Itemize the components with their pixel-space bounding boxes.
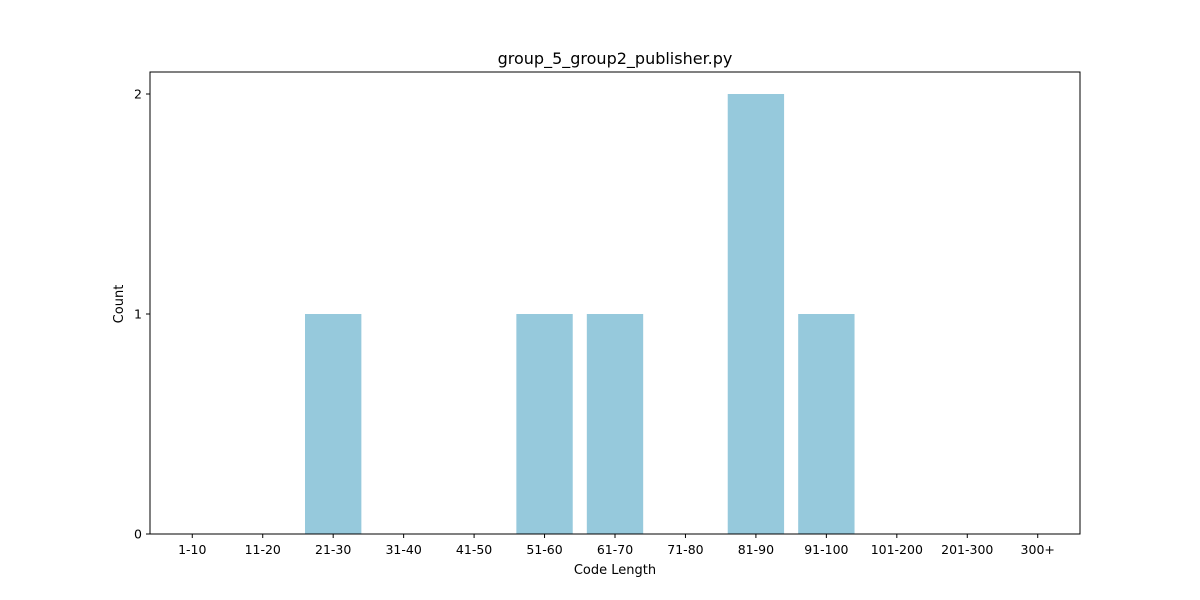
y-axis-label: Count xyxy=(112,285,127,324)
bar-91-100 xyxy=(798,314,855,534)
x-tick-label-31-40: 31-40 xyxy=(385,542,421,557)
x-tick-label-91-100: 91-100 xyxy=(804,542,848,557)
x-tick-label-11-20: 11-20 xyxy=(245,542,281,557)
x-tick-label-21-30: 21-30 xyxy=(315,542,351,557)
x-tick-label-300+: 300+ xyxy=(1021,542,1055,557)
x-tick-label-71-80: 71-80 xyxy=(667,542,703,557)
chart-title: group_5_group2_publisher.py xyxy=(498,49,733,69)
y-tick-label-0: 0 xyxy=(134,527,142,542)
x-tick-label-81-90: 81-90 xyxy=(738,542,774,557)
x-tick-label-101-200: 101-200 xyxy=(871,542,923,557)
x-tick-label-201-300: 201-300 xyxy=(941,542,993,557)
bar-51-60 xyxy=(516,314,573,534)
bar-61-70 xyxy=(586,314,644,534)
x-tick-label-61-70: 61-70 xyxy=(597,542,633,557)
x-tick-label-1-10: 1-10 xyxy=(178,542,206,557)
bars-layer xyxy=(305,94,855,534)
x-axis-label: Code Length xyxy=(574,563,656,578)
y-tick-label-2: 2 xyxy=(134,87,142,102)
x-tick-label-41-50: 41-50 xyxy=(456,542,492,557)
ticks-layer: 1-10 11-20 21-30 31-40 41-50 51-60 61-70 71-80 8… xyxy=(134,87,1055,558)
x-tick-label-51-60: 51-60 xyxy=(526,542,562,557)
bar-21-30 xyxy=(305,314,362,534)
bar-81-90 xyxy=(727,94,785,534)
y-tick-label-1: 1 xyxy=(134,307,142,322)
